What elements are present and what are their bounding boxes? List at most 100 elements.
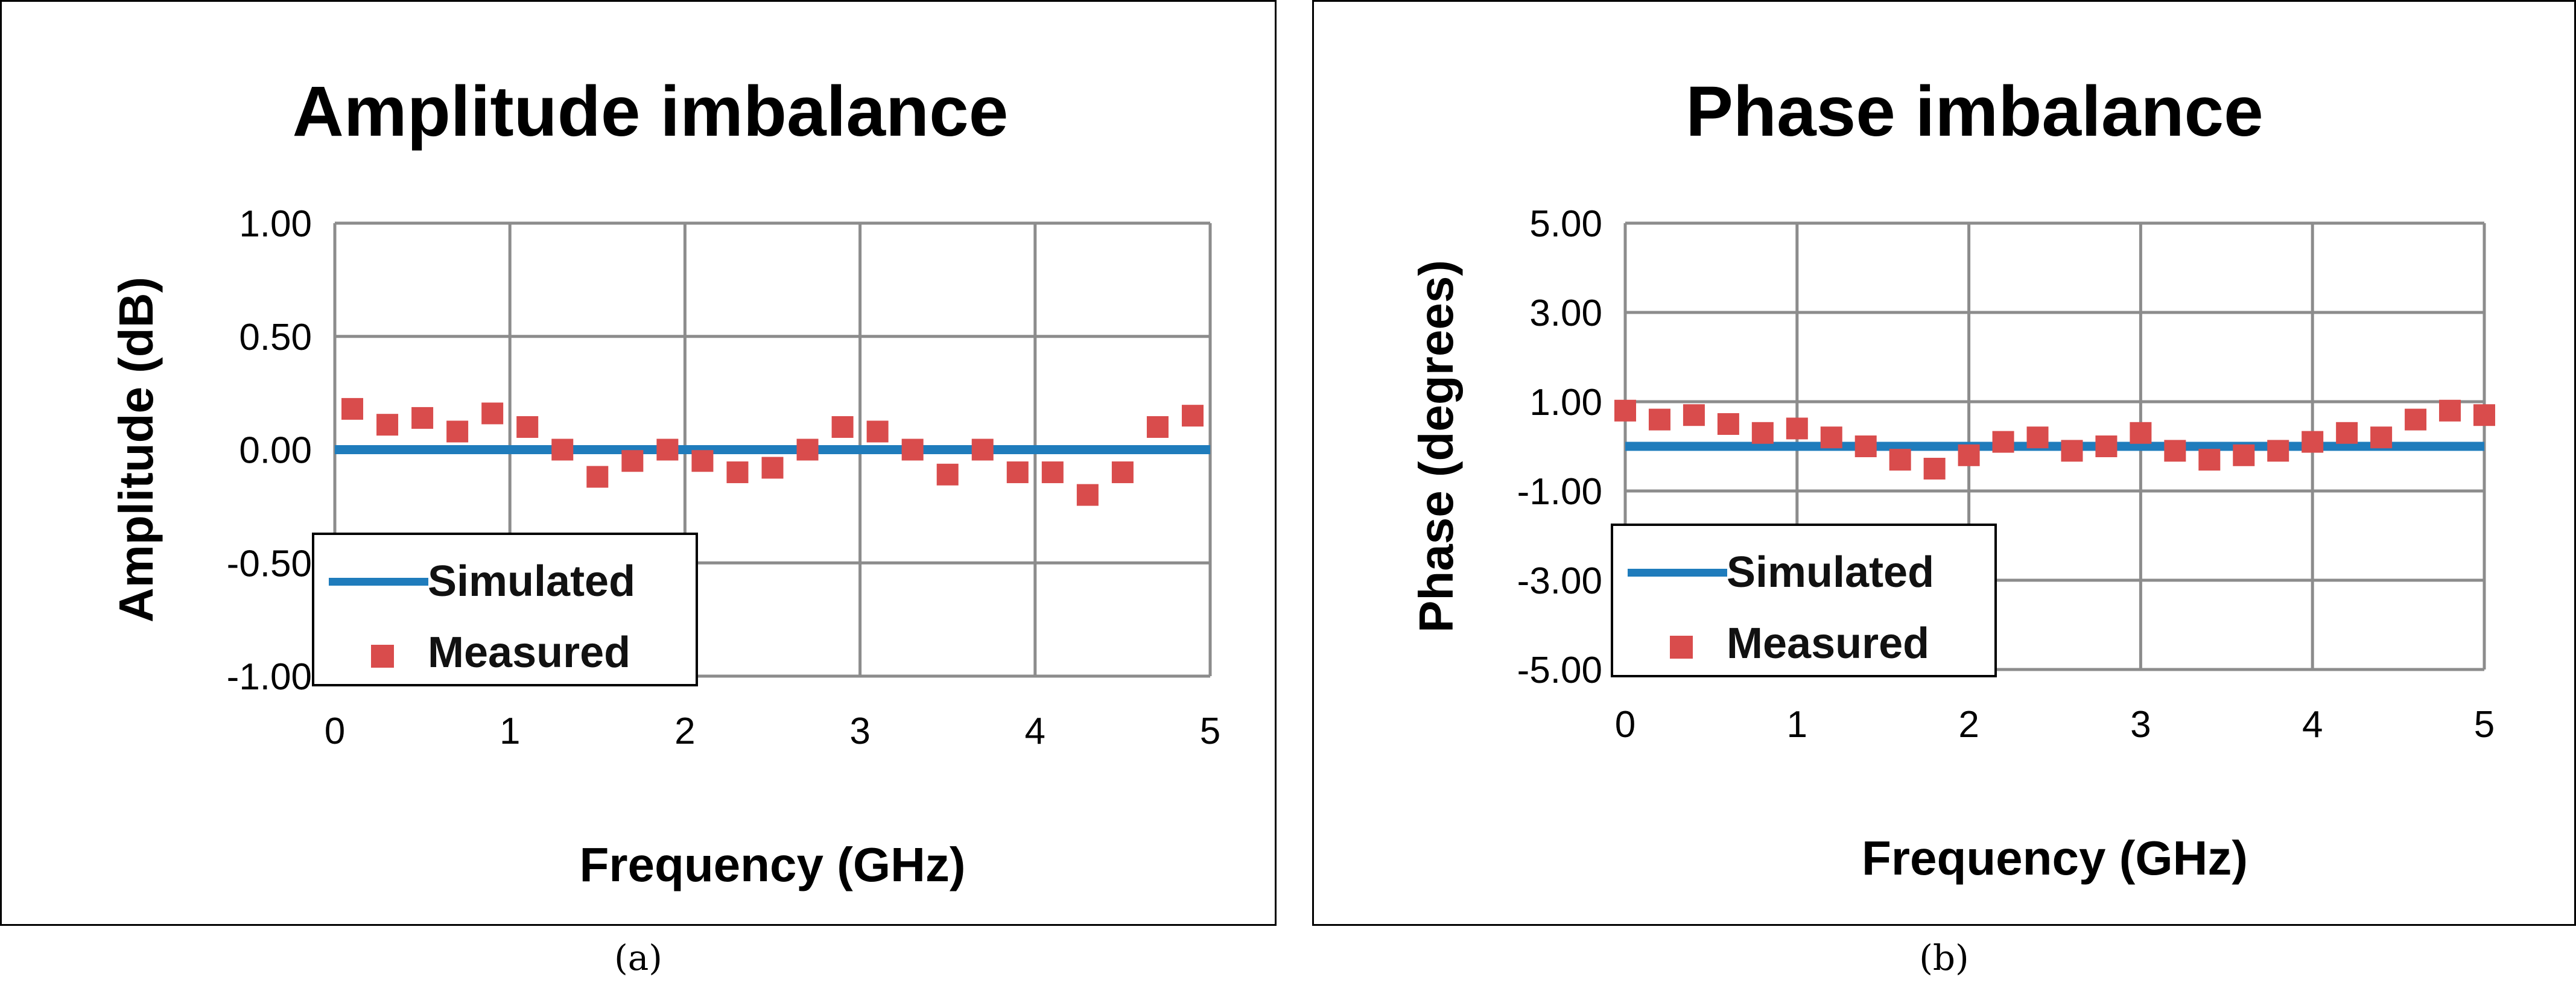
measured-point xyxy=(1648,408,1670,431)
measured-point xyxy=(2198,449,2221,471)
measured-point xyxy=(1181,405,1204,427)
measured-point xyxy=(1146,416,1169,438)
measured-point xyxy=(516,416,539,438)
measured-point xyxy=(691,450,714,472)
x-axis-label: Frequency (GHz) xyxy=(579,838,965,891)
measured-point xyxy=(411,407,434,429)
legend-line-swatch xyxy=(329,578,428,586)
measured-point xyxy=(866,420,889,443)
measured-point xyxy=(1923,458,1946,480)
measured-point xyxy=(1854,435,1877,457)
legend-item-simulated: Simulated xyxy=(314,554,696,609)
measured-point xyxy=(971,438,994,461)
x-tick-label: 4 xyxy=(2302,704,2323,746)
x-tick-label: 5 xyxy=(1200,711,1220,752)
chart-panel-phase: Phase imbalance 0 1 2 3 4 5 5.00 3.00 1.00 -1.00 -3… xyxy=(1312,0,2576,926)
chart-title: Phase imbalance xyxy=(1686,72,2264,151)
legend-label: Measured xyxy=(1727,619,1930,668)
legend-label: Simulated xyxy=(428,557,636,606)
measured-point xyxy=(2473,404,2495,426)
x-tick-label: 5 xyxy=(2474,704,2495,746)
legend-line-swatch xyxy=(1628,569,1727,577)
measured-point xyxy=(2095,435,2118,457)
measured-point xyxy=(831,416,854,438)
measured-point xyxy=(2267,440,2289,462)
measured-point xyxy=(796,438,819,461)
x-tick-label: 0 xyxy=(1615,704,1635,746)
measured-point xyxy=(376,414,399,436)
legend-item-measured: Measured xyxy=(314,625,696,680)
measured-point xyxy=(1683,404,1705,426)
y-tick-label: -1.00 xyxy=(1517,471,1602,513)
x-axis-label: Frequency (GHz) xyxy=(1862,831,2248,885)
y-axis-label: Phase (degrees) xyxy=(1409,260,1463,633)
measured-point xyxy=(446,420,469,443)
measured-point xyxy=(1751,422,1774,444)
measured-point xyxy=(936,463,959,486)
measured-point xyxy=(2130,422,2152,444)
measured-point xyxy=(621,450,644,472)
measured-point xyxy=(1889,449,1911,471)
y-tick-label: 0.50 xyxy=(239,317,312,358)
x-tick-label: 2 xyxy=(674,711,695,752)
y-tick-label: -3.00 xyxy=(1517,560,1602,602)
measured-point xyxy=(341,397,364,420)
legend-label: Simulated xyxy=(1727,548,1935,597)
legend-label: Measured xyxy=(428,628,631,677)
measured-point xyxy=(1111,461,1134,484)
x-tick-label: 3 xyxy=(2130,704,2151,746)
y-tick-label: -1.00 xyxy=(227,656,312,698)
measured-point xyxy=(2370,426,2393,449)
x-tick-label: 0 xyxy=(325,711,345,752)
legend-item-simulated: Simulated xyxy=(1613,545,1994,600)
measured-point xyxy=(2439,399,2461,422)
y-tick-label: 3.00 xyxy=(1529,293,1602,334)
measured-point xyxy=(2405,408,2427,431)
y-tick-label: 0.00 xyxy=(239,430,312,472)
legend: Simulated Measured xyxy=(1611,524,1997,677)
x-tick-label: 1 xyxy=(1787,704,1807,746)
amplitude-chart-svg: Amplitude imbalance 0 1 2 3 4 5 1.00 0.50 0.00 -0.… xyxy=(109,72,1220,891)
x-tick-label: 2 xyxy=(1958,704,1979,746)
measured-point xyxy=(551,438,574,461)
measured-point xyxy=(901,438,924,461)
legend: Simulated Measured xyxy=(312,533,698,686)
y-tick-label: 1.00 xyxy=(1529,382,1602,423)
measured-point xyxy=(481,402,504,425)
measured-point xyxy=(1076,484,1099,506)
chart-panel-amplitude: Amplitude imbalance 0 1 2 3 4 5 1.00 0.50 0.00 -0.… xyxy=(0,0,1277,926)
phase-chart-svg: Phase imbalance 0 1 2 3 4 5 5.00 3.00 1.00 -1.00 -3… xyxy=(1409,72,2495,885)
y-tick-label: -0.50 xyxy=(227,543,312,584)
measured-point xyxy=(1041,461,1064,484)
measured-point xyxy=(761,457,784,479)
measured-point xyxy=(2336,422,2358,444)
measured-point xyxy=(1820,426,1842,449)
x-tick-label: 3 xyxy=(849,711,870,752)
measured-point xyxy=(1958,444,1980,466)
measured-point xyxy=(1614,399,1636,422)
measured-point xyxy=(726,461,749,484)
measured-point xyxy=(1717,413,1739,435)
measured-point xyxy=(656,438,679,461)
measured-point xyxy=(2026,426,2049,449)
measured-point xyxy=(1006,461,1029,484)
y-axis-label: Amplitude (dB) xyxy=(109,277,163,622)
caption-b: (b) xyxy=(1919,937,1969,978)
measured-point xyxy=(586,466,609,488)
x-tick-label: 4 xyxy=(1025,711,1045,752)
measured-point xyxy=(2061,440,2083,462)
measured-point xyxy=(2164,440,2186,462)
chart-title: Amplitude imbalance xyxy=(293,72,1009,151)
measured-point xyxy=(2233,444,2255,466)
y-tick-label: 5.00 xyxy=(1529,203,1602,245)
measured-point xyxy=(1786,417,1808,440)
y-tick-label: -5.00 xyxy=(1517,650,1602,691)
y-tick-label: 1.00 xyxy=(239,203,312,245)
legend-marker-swatch xyxy=(371,645,394,668)
measured-point xyxy=(2302,431,2324,453)
measured-point xyxy=(1992,431,2014,453)
x-tick-label: 1 xyxy=(500,711,520,752)
caption-a: (a) xyxy=(614,937,662,978)
legend-marker-swatch xyxy=(1670,636,1693,659)
legend-item-measured: Measured xyxy=(1613,616,1994,671)
